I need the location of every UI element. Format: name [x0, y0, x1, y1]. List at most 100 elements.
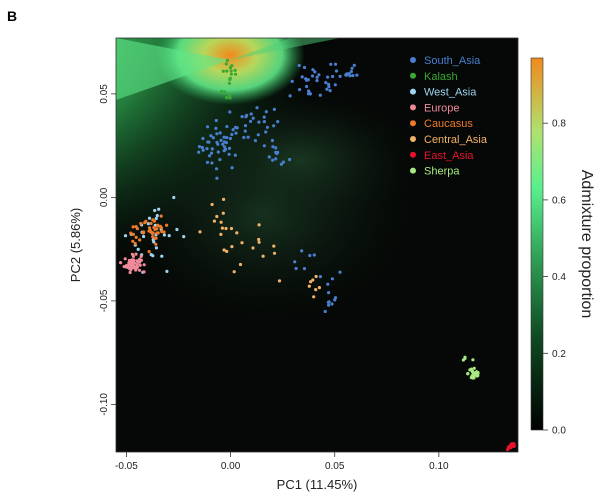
data-point-south-asia [206, 125, 210, 129]
data-point-south-asia [272, 124, 276, 128]
x-axis: -0.05 0.00 0.05 0.10 [115, 452, 449, 472]
data-point-caucasus [147, 250, 151, 254]
data-point-caucasus [153, 227, 157, 232]
data-point-south-asia [318, 93, 322, 97]
panel-label: B [7, 8, 17, 24]
data-point-east-asia [506, 445, 511, 449]
data-point-south-asia [323, 309, 327, 314]
data-point-south-asia [297, 63, 301, 68]
legend-label: West_Asia [424, 87, 477, 99]
data-point-central-asia [224, 226, 228, 231]
data-point-central-asia [272, 251, 277, 255]
legend-marker [410, 120, 416, 127]
data-point-south-asia [349, 70, 353, 74]
data-point-south-asia [308, 253, 312, 258]
data-point-caucasus [154, 236, 158, 240]
data-point-south-asia [222, 145, 227, 149]
colorbar-label: Admixture proportion [578, 170, 595, 319]
data-point-south-asia [207, 154, 212, 158]
data-point-sherpa [466, 372, 470, 376]
data-point-caucasus [165, 223, 169, 227]
data-point-south-asia [315, 79, 319, 83]
data-point-europe [134, 252, 138, 256]
data-point-west-asia [167, 234, 171, 238]
data-point-south-asia [206, 140, 210, 144]
data-point-central-asia [219, 220, 223, 224]
data-point-south-asia [234, 131, 238, 135]
data-point-south-asia [200, 145, 204, 150]
legend: South_Asia Kalash West_Asia Europe Caucasus C… [410, 55, 488, 178]
data-point-south-asia [302, 65, 307, 70]
data-point-south-asia [310, 74, 315, 78]
data-point-south-asia [243, 124, 248, 128]
data-point-south-asia [276, 120, 280, 124]
data-point-south-asia [262, 115, 266, 119]
data-point-south-asia [216, 150, 220, 154]
data-point-west-asia [152, 240, 156, 244]
colorbar-tick-label: 0.2 [552, 349, 566, 360]
data-point-west-asia [136, 247, 140, 251]
colorbar-tick-label: 0.0 [552, 426, 566, 437]
data-point-south-asia [256, 133, 260, 137]
x-tick-label: 0.00 [221, 461, 241, 472]
data-point-kalash [225, 58, 229, 63]
data-point-south-asia [205, 160, 210, 164]
data-point-kalash [219, 89, 224, 93]
data-point-south-asia [215, 132, 219, 136]
data-point-kalash [224, 62, 228, 66]
data-point-west-asia [146, 222, 150, 226]
data-point-south-asia [288, 94, 292, 98]
data-point-south-asia [230, 132, 234, 137]
legend-marker [410, 167, 416, 174]
data-point-central-asia [222, 248, 226, 252]
data-point-west-asia [147, 216, 152, 220]
data-point-europe [124, 264, 129, 268]
data-point-europe [127, 265, 131, 270]
data-point-west-asia [160, 254, 164, 258]
data-point-south-asia [225, 125, 229, 129]
data-point-south-asia [318, 275, 322, 279]
data-point-south-asia [265, 125, 269, 129]
data-point-europe [137, 268, 142, 272]
data-point-south-asia [351, 74, 355, 78]
data-point-south-asia [270, 138, 274, 143]
data-point-south-asia [328, 89, 332, 93]
data-point-central-asia [240, 241, 244, 245]
data-point-kalash [233, 68, 237, 72]
data-point-south-asia [221, 142, 225, 146]
data-point-south-asia [219, 138, 223, 142]
data-point-south-asia [246, 135, 250, 139]
data-point-south-asia [326, 282, 330, 286]
data-point-south-asia [267, 155, 271, 159]
legend-marker [410, 136, 416, 142]
data-point-caucasus [156, 223, 160, 227]
data-point-south-asia [215, 167, 219, 171]
data-point-caucasus [142, 230, 146, 234]
data-point-west-asia [155, 214, 159, 218]
data-point-central-asia [314, 288, 318, 292]
data-point-caucasus [138, 238, 142, 242]
data-point-south-asia [240, 115, 244, 119]
data-point-south-asia [201, 136, 205, 141]
data-point-south-asia [211, 136, 215, 140]
data-point-south-asia [274, 150, 278, 154]
data-point-south-asia [300, 75, 304, 79]
data-point-west-asia [154, 246, 158, 250]
data-point-central-asia [230, 245, 234, 249]
data-point-caucasus [133, 241, 137, 246]
data-point-south-asia [249, 119, 253, 123]
y-tick-label: 0.00 [99, 187, 110, 207]
data-point-south-asia [345, 72, 349, 76]
data-point-caucasus [134, 225, 138, 229]
data-point-europe [138, 260, 142, 264]
data-point-south-asia [218, 158, 222, 162]
data-point-south-asia [197, 145, 201, 149]
data-point-south-asia [271, 158, 275, 162]
data-point-kalash [228, 96, 232, 100]
data-point-caucasus [134, 235, 138, 239]
data-point-south-asia [333, 62, 338, 66]
data-point-europe [139, 254, 143, 258]
data-point-south-asia [222, 135, 226, 139]
data-point-south-asia [264, 130, 268, 134]
data-point-caucasus [162, 230, 166, 234]
